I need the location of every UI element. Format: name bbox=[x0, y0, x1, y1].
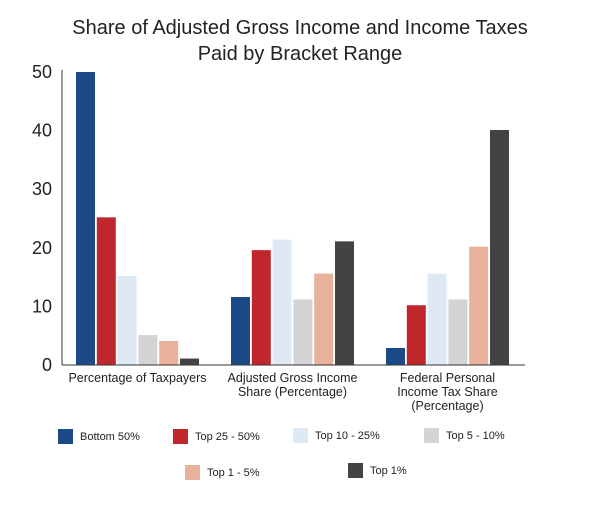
x-tick-label-line: (Percentage) bbox=[411, 399, 483, 413]
chart-title: Share of Adjusted Gross Income and Incom… bbox=[72, 17, 527, 65]
bar bbox=[427, 273, 447, 365]
x-tick-label: Percentage of Taxpayers bbox=[68, 371, 206, 385]
x-tick-label-line: Income Tax Share bbox=[397, 385, 498, 399]
legend-label: Top 1 - 5% bbox=[207, 467, 260, 479]
bar bbox=[117, 275, 137, 365]
bar bbox=[490, 130, 509, 365]
legend-label: Top 10 - 25% bbox=[315, 430, 380, 442]
bars bbox=[76, 72, 509, 365]
bar bbox=[448, 299, 468, 365]
legend-swatch bbox=[58, 429, 73, 444]
x-axis-labels: Percentage of Taxpayers Adjusted Gross In… bbox=[68, 371, 497, 413]
legend-label: Bottom 50% bbox=[80, 431, 140, 443]
y-tick-label: 50 bbox=[32, 62, 52, 82]
y-tick-label: 30 bbox=[32, 179, 52, 199]
bar bbox=[272, 239, 292, 365]
bar bbox=[180, 358, 199, 365]
legend-item: Top 1% bbox=[348, 463, 407, 478]
legend-item: Bottom 50% bbox=[58, 429, 140, 444]
y-axis-ticks: 0 10 20 30 40 50 bbox=[32, 62, 52, 375]
bar bbox=[231, 297, 250, 365]
y-tick-label: 0 bbox=[42, 355, 52, 375]
y-tick-label: 10 bbox=[32, 296, 52, 316]
y-tick-label: 20 bbox=[32, 238, 52, 258]
legend-swatch bbox=[173, 429, 188, 444]
bar bbox=[138, 335, 158, 365]
legend-swatch bbox=[185, 465, 200, 480]
x-tick-label-line: Federal Personal bbox=[400, 371, 495, 385]
legend-item: Top 10 - 25% bbox=[293, 428, 380, 443]
x-tick-label-line: Percentage of Taxpayers bbox=[68, 371, 206, 385]
legend-swatch bbox=[348, 463, 363, 478]
legend-swatch bbox=[293, 428, 308, 443]
chart-title-line-1: Share of Adjusted Gross Income and Incom… bbox=[72, 17, 527, 39]
legend-swatch bbox=[424, 428, 439, 443]
bar bbox=[314, 273, 334, 365]
chart-title-line-2: Paid by Bracket Range bbox=[198, 43, 403, 65]
bar bbox=[335, 241, 354, 365]
legend-item: Top 5 - 10% bbox=[424, 428, 505, 443]
bar bbox=[469, 246, 489, 365]
x-tick-label-line: Adjusted Gross Income bbox=[228, 371, 358, 385]
bar bbox=[251, 250, 271, 365]
bar bbox=[406, 305, 426, 365]
bar bbox=[159, 340, 179, 365]
legend: Bottom 50% Top 25 - 50% Top 10 - 25% Top 5 … bbox=[58, 428, 505, 480]
bar bbox=[96, 217, 116, 365]
y-tick-label: 40 bbox=[32, 121, 52, 141]
x-tick-label-line: Share (Percentage) bbox=[238, 385, 347, 399]
legend-item: Top 1 - 5% bbox=[185, 465, 260, 480]
bar bbox=[386, 348, 405, 365]
legend-item: Top 25 - 50% bbox=[173, 429, 260, 444]
bar bbox=[293, 299, 313, 365]
legend-label: Top 5 - 10% bbox=[446, 430, 505, 442]
legend-label: Top 25 - 50% bbox=[195, 431, 260, 443]
bar bbox=[76, 72, 95, 365]
legend-label: Top 1% bbox=[370, 465, 407, 477]
